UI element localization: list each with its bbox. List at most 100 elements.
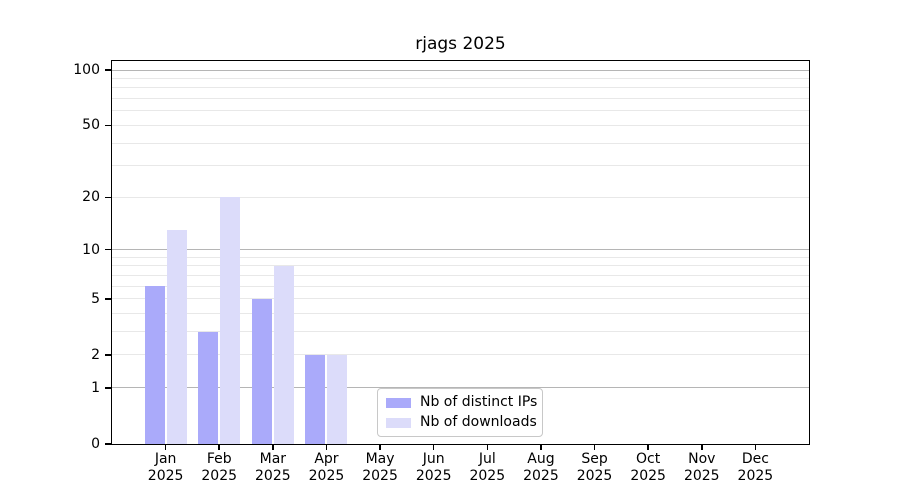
minor-gridline xyxy=(112,256,809,258)
bar-distinct-ips-mar xyxy=(251,298,272,444)
y-tick xyxy=(105,387,112,389)
major-gridline xyxy=(112,249,809,251)
bar-downloads-feb xyxy=(220,197,241,444)
legend-item-distinct-ips: Nb of distinct IPs xyxy=(386,395,542,410)
x-tick-month: Dec xyxy=(741,451,769,467)
x-tick xyxy=(218,444,220,450)
x-tick xyxy=(432,444,435,450)
bar-distinct-ips-jan xyxy=(144,286,165,444)
y-tick-label: 0 xyxy=(91,436,100,452)
x-tick-label: Oct 2025 xyxy=(616,451,680,485)
x-tick-year: 2025 xyxy=(255,468,291,484)
minor-gridline xyxy=(112,298,809,300)
x-tick-label: Apr 2025 xyxy=(294,451,358,485)
x-tick-year: 2025 xyxy=(308,468,345,484)
x-tick-month: Jun xyxy=(422,451,445,467)
x-tick-year: 2025 xyxy=(683,468,720,484)
x-tick-year: 2025 xyxy=(362,468,398,484)
y-tick-label: 20 xyxy=(82,189,100,206)
x-tick-label: Jul 2025 xyxy=(455,451,519,485)
bar-downloads-mar xyxy=(273,265,294,444)
legend-item-downloads: Nb of downloads xyxy=(386,415,542,430)
y-tick-label: 2 xyxy=(91,346,100,363)
x-tick xyxy=(593,444,596,450)
x-tick xyxy=(540,444,542,450)
y-tick xyxy=(105,248,112,251)
bar-distinct-ips-feb xyxy=(198,331,219,444)
y-tick-label: 5 xyxy=(91,290,100,307)
x-tick-label: Jun 2025 xyxy=(402,451,466,485)
x-tick-year: 2025 xyxy=(201,468,238,484)
x-tick-month: May xyxy=(365,451,395,467)
x-tick xyxy=(647,444,649,450)
minor-gridline xyxy=(112,98,809,100)
bar-downloads-jan xyxy=(166,230,187,444)
x-tick xyxy=(379,444,381,450)
y-tick-label: 10 xyxy=(82,241,100,258)
y-tick xyxy=(105,354,112,356)
minor-gridline xyxy=(112,285,809,287)
x-tick xyxy=(272,444,274,450)
minor-gridline xyxy=(112,354,809,356)
x-tick-year: 2025 xyxy=(737,468,774,484)
x-tick-year: 2025 xyxy=(523,468,559,484)
x-tick-year: 2025 xyxy=(147,468,184,484)
x-tick-label: May 2025 xyxy=(348,451,412,485)
y-tick xyxy=(105,69,112,71)
minor-gridline xyxy=(112,142,809,144)
x-tick-label: Aug 2025 xyxy=(509,451,573,485)
minor-gridline xyxy=(112,274,809,276)
x-tick-label: Feb 2025 xyxy=(187,451,251,485)
y-tick-label: 100 xyxy=(73,62,100,78)
legend-label-distinct-ips: Nb of distinct IPs xyxy=(420,394,538,410)
y-tick xyxy=(105,124,112,127)
x-tick-year: 2025 xyxy=(630,468,666,484)
x-tick xyxy=(325,444,328,450)
minor-gridline xyxy=(112,110,809,112)
x-tick-month: Jul xyxy=(478,451,496,467)
minor-gridline xyxy=(112,77,809,79)
y-tick-label: 50 xyxy=(82,117,100,134)
legend-swatch-distinct-ips xyxy=(386,397,411,408)
x-tick-label: Nov 2025 xyxy=(670,451,734,485)
x-tick-month: Jan xyxy=(154,451,177,467)
minor-gridline xyxy=(112,196,809,198)
bar-distinct-ips-apr xyxy=(305,354,326,444)
x-tick xyxy=(701,444,703,450)
x-tick-label: Jan 2025 xyxy=(134,451,198,485)
major-gridline xyxy=(112,69,809,71)
x-tick-year: 2025 xyxy=(415,468,452,484)
legend-swatch-downloads xyxy=(386,417,411,428)
x-tick-month: Oct xyxy=(636,451,661,467)
x-tick-label: Dec 2025 xyxy=(723,451,787,485)
x-tick-month: Sep xyxy=(581,451,608,467)
major-gridline xyxy=(112,387,809,389)
x-tick xyxy=(754,444,757,450)
legend: Nb of distinct IPs Nb of downloads xyxy=(377,388,543,437)
x-tick xyxy=(164,444,167,450)
x-tick-year: 2025 xyxy=(469,468,506,484)
x-tick-year: 2025 xyxy=(576,468,613,484)
y-tick xyxy=(105,196,112,199)
minor-gridline xyxy=(112,124,809,126)
x-tick-month: Mar xyxy=(259,451,287,467)
minor-gridline xyxy=(112,165,809,167)
y-tick xyxy=(105,298,112,300)
chart-title: rjags 2025 xyxy=(415,34,506,54)
x-tick-month: Feb xyxy=(206,451,232,467)
minor-gridline xyxy=(112,265,809,267)
x-tick-label: Mar 2025 xyxy=(241,451,305,485)
minor-gridline xyxy=(112,313,809,315)
y-tick xyxy=(105,443,112,445)
minor-gridline xyxy=(112,87,809,89)
x-tick-month: Apr xyxy=(314,451,339,467)
minor-gridline xyxy=(112,331,809,333)
x-tick-month: Aug xyxy=(527,451,555,467)
legend-label-downloads: Nb of downloads xyxy=(420,414,537,430)
x-tick-label: Sep 2025 xyxy=(563,451,627,485)
y-tick-label: 1 xyxy=(91,379,100,396)
x-tick-month: Nov xyxy=(688,451,716,467)
x-tick xyxy=(486,444,489,450)
bar-downloads-apr xyxy=(327,354,348,444)
